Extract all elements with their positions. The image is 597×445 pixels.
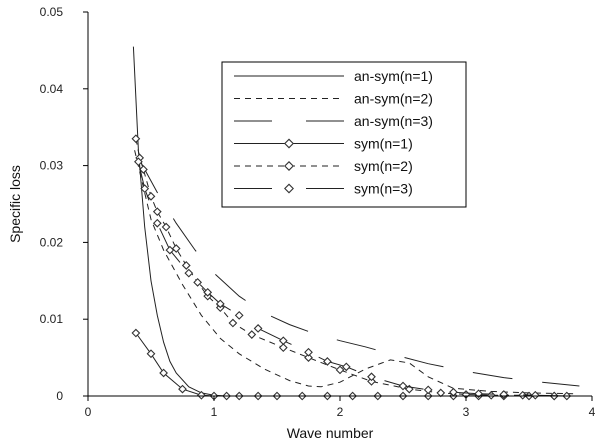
data-point bbox=[140, 184, 150, 194]
data-point bbox=[146, 349, 156, 359]
data-point bbox=[278, 343, 288, 352]
axes: 0 1 2 3 4 0 0.01 0.02 0.03 0.04 0.05 bbox=[40, 5, 596, 419]
x-axis-title: Wave number bbox=[287, 425, 374, 441]
data-point bbox=[139, 165, 148, 174]
legend: an-sym(n=1) an-sym(n=2) an-sym(n=3) sym(n=1… bbox=[221, 61, 467, 208]
data-point bbox=[304, 353, 313, 362]
data-point bbox=[367, 372, 376, 382]
legend-label: sym(n=3) bbox=[354, 181, 413, 197]
series-6 bbox=[134, 157, 572, 401]
data-point bbox=[134, 157, 143, 167]
x-tick-label: 1 bbox=[211, 405, 218, 419]
y-tick-label: 0.03 bbox=[40, 159, 64, 173]
data-point bbox=[234, 310, 244, 320]
legend-marker bbox=[284, 161, 294, 171]
data-point bbox=[152, 207, 162, 217]
y-tick-label: 0.02 bbox=[40, 235, 64, 249]
legend-label: sym(n=2) bbox=[354, 158, 413, 174]
data-point bbox=[181, 261, 191, 270]
data-point bbox=[247, 330, 257, 339]
data-point bbox=[404, 384, 414, 394]
legend-label: sym(n=1) bbox=[354, 136, 413, 152]
series-2 bbox=[134, 150, 574, 395]
data-point bbox=[215, 299, 225, 309]
data-point bbox=[518, 390, 528, 400]
x-tick-label: 2 bbox=[337, 405, 344, 419]
data-point bbox=[474, 389, 483, 399]
legend-label: an-sym(n=1) bbox=[354, 68, 433, 84]
data-point bbox=[423, 385, 433, 395]
data-point bbox=[184, 268, 194, 278]
data-point bbox=[499, 390, 509, 399]
data-point bbox=[335, 365, 345, 375]
data-point bbox=[197, 390, 206, 400]
legend-label: an-sym(n=2) bbox=[354, 91, 433, 107]
data-point bbox=[436, 388, 446, 398]
y-tick-label: 0.01 bbox=[40, 312, 64, 326]
y-tick-label: 0.04 bbox=[40, 82, 64, 96]
data-point bbox=[530, 390, 540, 400]
data-point bbox=[146, 191, 156, 201]
data-point bbox=[131, 328, 141, 338]
y-axis-title: Specific loss bbox=[7, 165, 23, 243]
x-tick-label: 4 bbox=[589, 405, 596, 419]
x-tick-label: 0 bbox=[85, 405, 92, 419]
data-point bbox=[165, 245, 175, 255]
data-point bbox=[253, 324, 263, 333]
data-point bbox=[131, 134, 141, 144]
data-point bbox=[278, 336, 288, 346]
data-point bbox=[171, 244, 181, 253]
data-point bbox=[178, 384, 187, 394]
data-point bbox=[304, 347, 313, 357]
legend-marker bbox=[284, 138, 294, 149]
legend-marker bbox=[284, 183, 294, 194]
y-tick-label: 0.05 bbox=[40, 5, 64, 19]
plot-area bbox=[131, 46, 580, 401]
data-point bbox=[341, 362, 351, 372]
data-point bbox=[193, 277, 202, 287]
series-line bbox=[134, 150, 574, 395]
y-tick-label: 0 bbox=[56, 389, 63, 403]
data-point bbox=[323, 357, 332, 366]
data-point bbox=[161, 222, 171, 232]
series-3 bbox=[137, 157, 580, 387]
legend-box bbox=[221, 61, 467, 208]
data-point bbox=[159, 368, 168, 378]
x-tick-label: 3 bbox=[463, 405, 470, 419]
data-point bbox=[228, 318, 238, 328]
data-point bbox=[152, 218, 162, 228]
legend-label: an-sym(n=3) bbox=[354, 113, 433, 129]
data-point bbox=[203, 287, 213, 297]
data-point bbox=[367, 377, 376, 386]
series-line bbox=[137, 161, 567, 397]
series-line bbox=[137, 157, 580, 387]
data-point bbox=[398, 381, 408, 391]
